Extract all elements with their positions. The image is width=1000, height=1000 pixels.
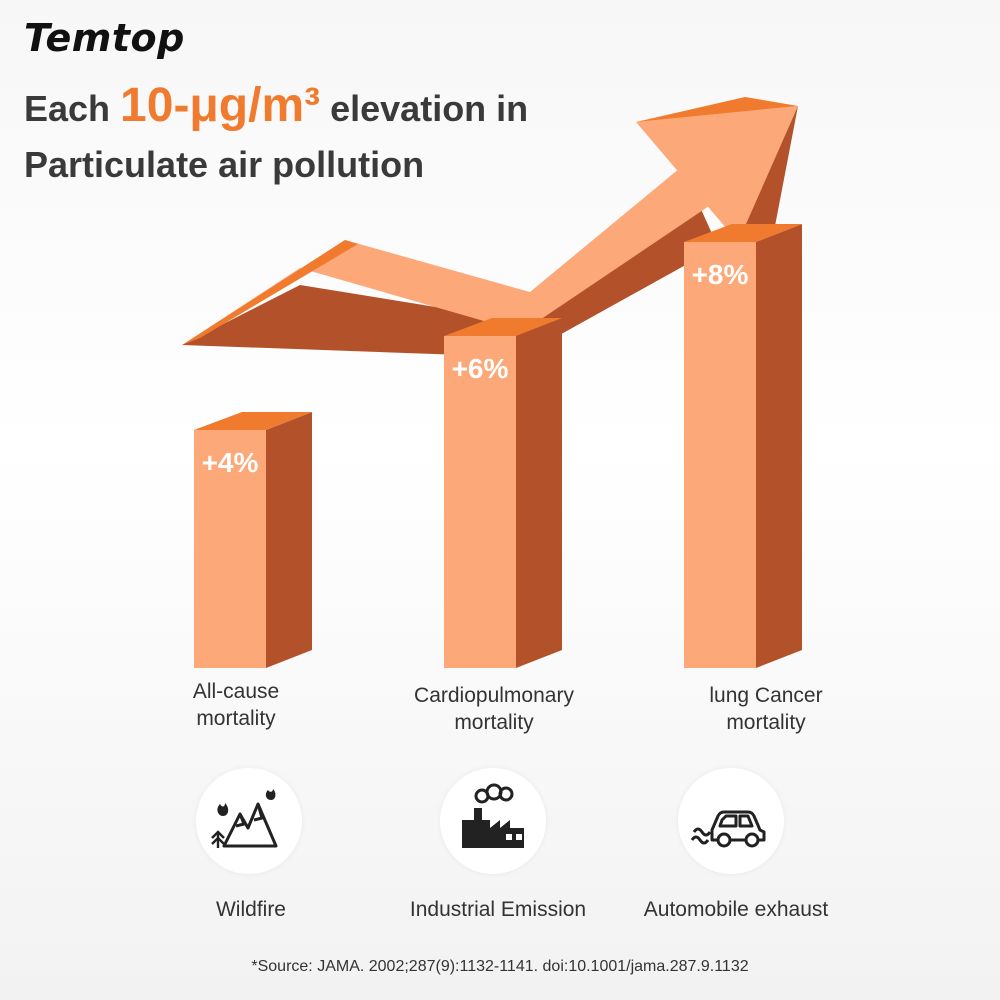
factory-icon xyxy=(440,768,546,874)
trend-arrow-body xyxy=(182,168,712,345)
headline: Each 10-μg/m³ elevation in Particulate a… xyxy=(24,78,664,193)
wildfire-icon xyxy=(196,768,302,874)
trend-arrow-edge xyxy=(182,240,358,345)
category-label-line: Cardiopulmonary xyxy=(414,684,574,707)
footnote: *Source: JAMA. 2002;287(9):1132-1141. do… xyxy=(251,958,749,975)
source-label-automobile: Automobile exhaust xyxy=(643,898,829,921)
category-label-lung-cancer: lung Cancer mortality xyxy=(646,682,886,736)
car-exhaust-icon xyxy=(678,768,784,874)
bar-chart: +4% +6% +8% xyxy=(182,97,802,668)
trend-arrow-head xyxy=(636,106,798,242)
data-label-0: +4% xyxy=(202,447,259,478)
bar-2 xyxy=(684,242,756,668)
bar-top-2 xyxy=(684,224,802,242)
bar-side-2 xyxy=(756,224,802,668)
bar-0 xyxy=(194,430,266,668)
headline-highlight: 10-μg/m³ xyxy=(120,79,321,132)
trend-arrow xyxy=(182,97,798,357)
bars-group: +4% +6% +8% xyxy=(194,224,802,668)
category-label-line: mortality xyxy=(726,711,806,734)
category-label-line: mortality xyxy=(454,711,534,734)
brand-logo: Temtop xyxy=(24,16,185,60)
category-label-all-cause: All-cause mortality xyxy=(116,678,356,732)
trend-arrow-head-side xyxy=(738,106,798,242)
headline-prefix: Each xyxy=(24,88,121,129)
category-label-line: mortality xyxy=(196,707,276,730)
bar-side-1 xyxy=(516,318,562,668)
bar-top-0 xyxy=(194,412,312,430)
data-label-2: +8% xyxy=(692,259,749,290)
source-label-industrial: Industrial Emission xyxy=(409,898,587,921)
bar-side-0 xyxy=(266,412,312,668)
source-label-wildfire: Wildfire xyxy=(215,898,286,921)
trend-arrow-shadow xyxy=(182,207,718,357)
headline-line2: Particulate air pollution xyxy=(24,144,425,185)
trend-arrow-head-top xyxy=(636,97,798,122)
bar-top-1 xyxy=(444,318,562,336)
category-label-line: All-cause xyxy=(192,680,280,703)
headline-suffix: elevation in xyxy=(320,88,529,129)
bar-1 xyxy=(444,336,516,668)
category-label-cardiopulmonary: Cardiopulmonary mortality xyxy=(374,682,614,736)
data-label-1: +6% xyxy=(452,353,509,384)
category-label-line: lung Cancer xyxy=(709,684,823,707)
